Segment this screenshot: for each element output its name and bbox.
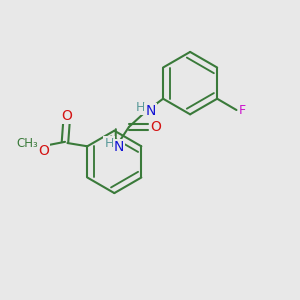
Text: H: H [104,137,114,150]
Text: N: N [145,104,155,118]
Text: CH₃: CH₃ [16,137,38,150]
Text: O: O [62,109,73,123]
Text: O: O [38,144,49,158]
Text: F: F [239,104,246,117]
Text: O: O [150,120,161,134]
Text: N: N [114,140,124,154]
Text: H: H [136,101,145,114]
